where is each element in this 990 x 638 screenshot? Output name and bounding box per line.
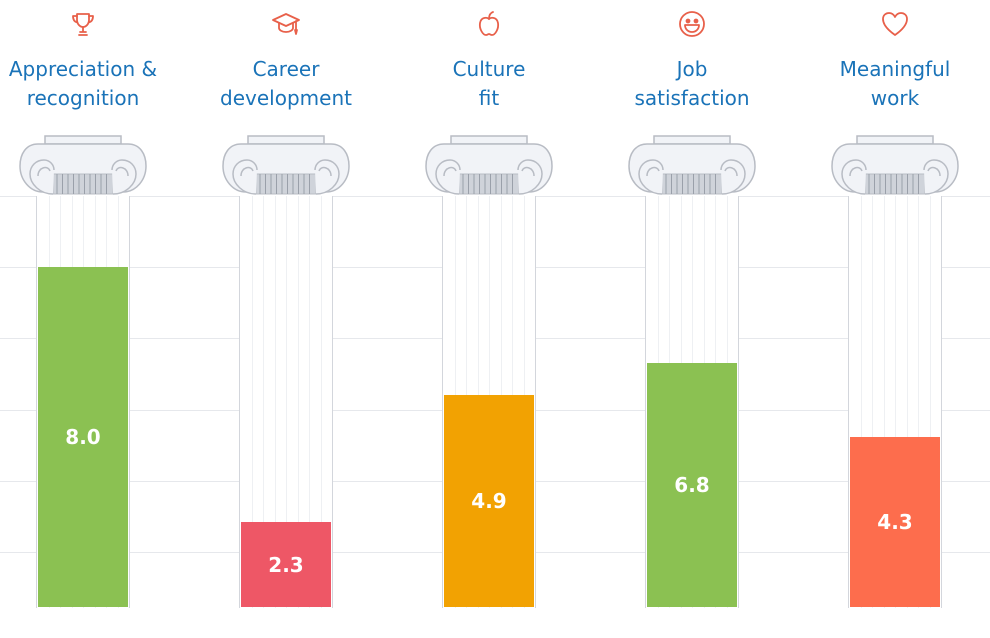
column-shaft: 4.3 [848, 196, 942, 608]
bar-value-label: 8.0 [65, 425, 101, 449]
category-label-line: satisfaction [634, 86, 750, 110]
pillar-4: Job satisfaction 6.8 [592, 0, 792, 638]
heart-icon [879, 8, 911, 40]
pillar-5: Meaningful work 4.3 [795, 0, 990, 638]
smiley-icon [676, 8, 708, 40]
column-flute [263, 196, 264, 608]
category-label-line: Culture [452, 57, 526, 81]
column-flute [320, 196, 322, 608]
column-flute [929, 196, 931, 608]
apple-icon [473, 8, 505, 40]
column-flute [251, 196, 253, 608]
category-label-line: work [870, 86, 920, 110]
column-capital [628, 135, 756, 195]
bar-value-label: 2.3 [268, 552, 304, 577]
column-shaft: 8.0 [36, 196, 130, 608]
column-shaft: 2.3 [239, 196, 333, 608]
column-flute [286, 196, 287, 608]
column-flute [883, 196, 885, 608]
category-label-line: fit [478, 86, 500, 110]
column-flute [895, 196, 896, 608]
graduation-cap-icon [270, 8, 302, 40]
column-flute [860, 196, 862, 608]
category-label: Career development [186, 55, 386, 113]
category-label: Meaningful work [795, 55, 990, 113]
column-capital [19, 135, 147, 195]
pillar-2: Career development 2.3 [186, 0, 386, 638]
column-flute [297, 196, 299, 608]
category-label-line: Appreciation & [8, 57, 158, 81]
column-flute [906, 196, 908, 608]
bar: 4.9 [444, 395, 534, 607]
column-flute [274, 196, 276, 608]
trophy-icon [67, 8, 99, 40]
bar-value-label: 4.9 [471, 489, 507, 513]
bar-value-label: 6.8 [674, 473, 710, 497]
column-capital [222, 135, 350, 195]
column-flute [872, 196, 873, 608]
category-label-line: Career [252, 57, 320, 81]
bar: 6.8 [647, 363, 737, 607]
bar: 2.3 [241, 522, 331, 607]
column-capital [425, 135, 553, 195]
column-shaft: 6.8 [645, 196, 739, 608]
pillar-1: Appreciation & recognition 8.0 [0, 0, 183, 638]
category-label: Appreciation & recognition [0, 55, 183, 113]
column-shaft: 4.9 [442, 196, 536, 608]
pillar-3: Culture fit 4.9 [389, 0, 589, 638]
column-capital [831, 135, 959, 195]
bar: 4.3 [850, 437, 940, 607]
bar-value-label: 4.3 [877, 510, 913, 534]
bar: 8.0 [38, 267, 128, 607]
category-label: Culture fit [389, 55, 589, 113]
category-label-line: Meaningful [839, 57, 951, 81]
column-flute [918, 196, 919, 608]
column-flute [309, 196, 310, 608]
category-label-line: recognition [26, 86, 140, 110]
category-label: Job satisfaction [592, 55, 792, 113]
category-label-line: development [220, 86, 352, 110]
category-label-line: Job [676, 57, 708, 81]
